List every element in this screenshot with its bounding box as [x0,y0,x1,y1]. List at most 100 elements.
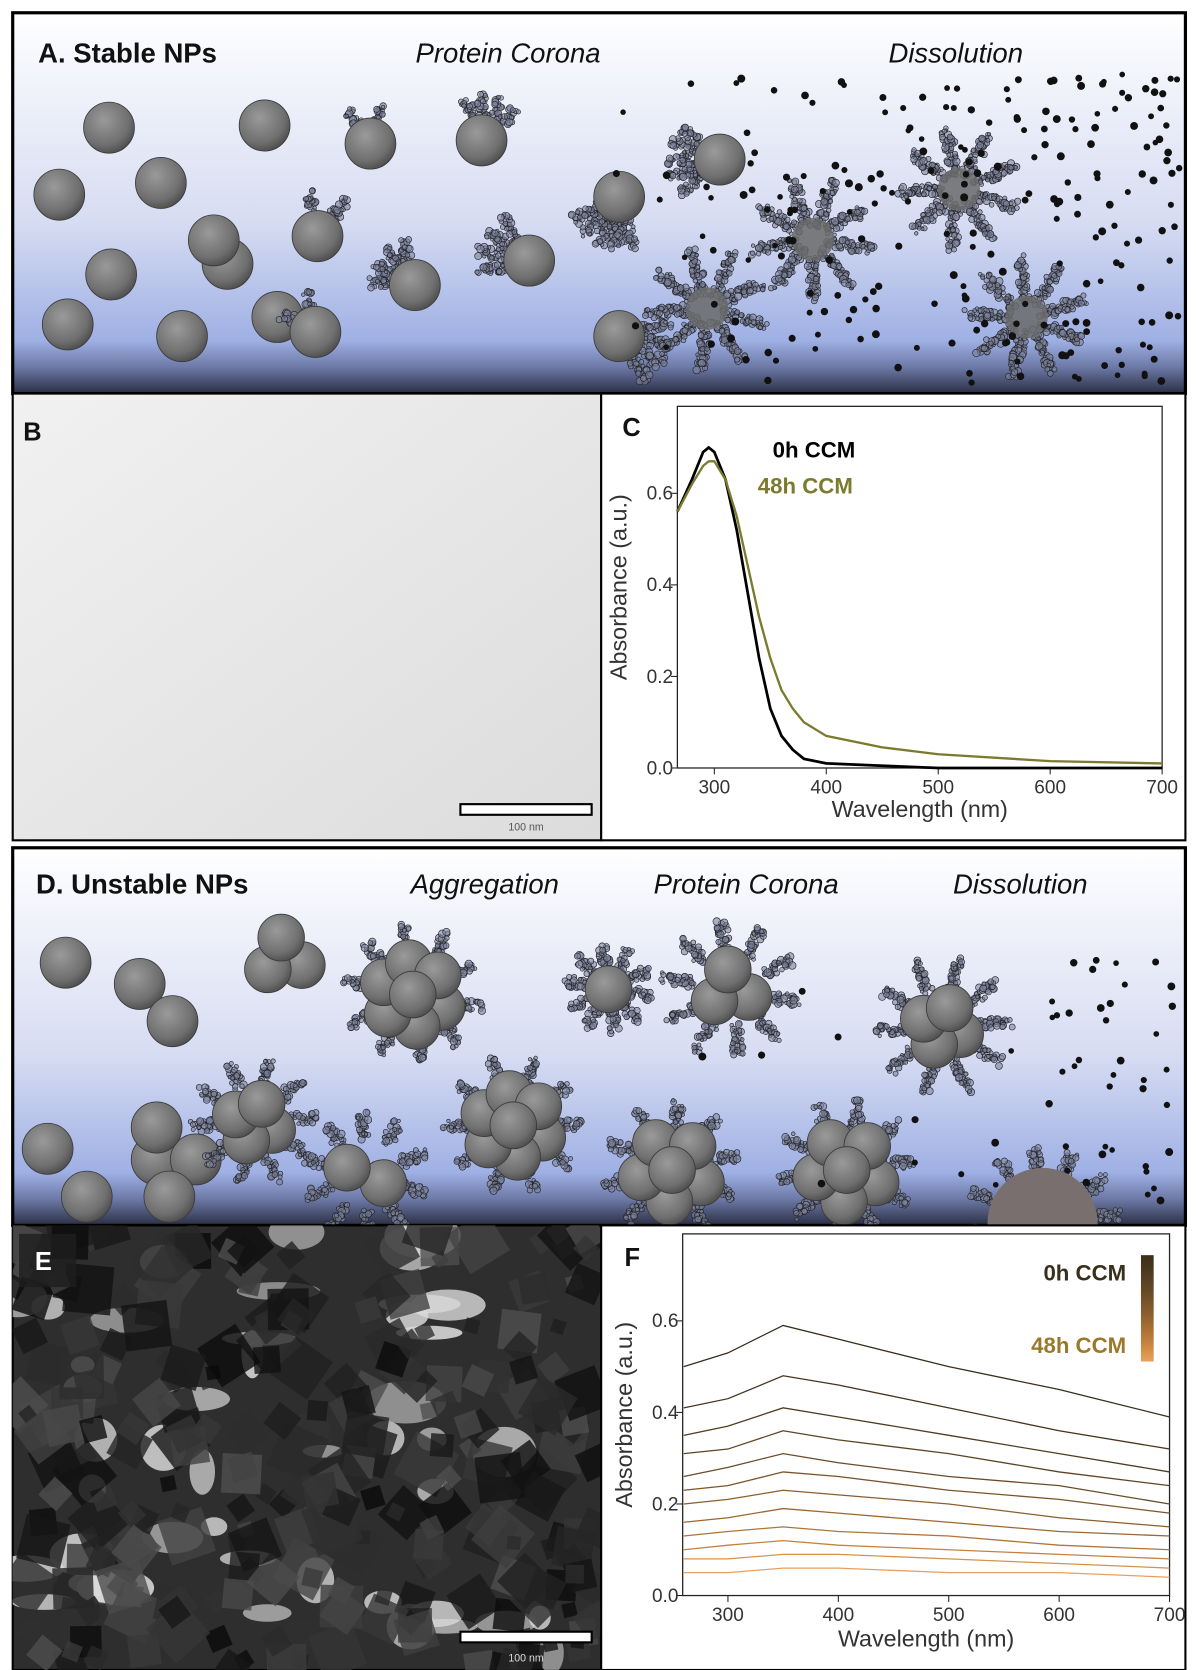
protein [833,225,839,231]
ion [1069,116,1075,122]
ion [1125,189,1131,195]
protein [477,245,485,253]
protein [600,947,606,953]
ion [986,119,992,125]
protein [969,216,975,222]
protein [378,284,383,289]
protein [454,1159,460,1165]
protein [331,1188,335,1192]
protein [734,348,741,355]
protein [308,1153,315,1160]
protein [574,220,578,224]
ion [970,244,976,250]
ion [1072,318,1079,325]
protein [304,196,309,201]
ion [960,283,966,289]
protein [576,210,580,214]
protein [368,941,373,946]
protein [824,212,829,217]
protein [647,334,653,341]
protein [698,333,704,339]
ion [688,80,695,87]
nanoparticle [34,169,85,220]
protein [299,1080,306,1087]
protein [1011,208,1015,212]
ion [1111,223,1117,229]
nanoparticle [345,118,396,169]
nanoparticle [147,996,198,1047]
dissolving-core [938,168,980,211]
ion [778,252,785,259]
protein [1059,330,1066,337]
ion [764,206,771,213]
nanoparticle [490,1102,537,1149]
nanoparticle [84,102,135,153]
protein [728,288,734,294]
protein [760,287,765,292]
protein [680,157,686,163]
ion [919,147,927,155]
protein [492,101,498,107]
protein [391,1118,397,1124]
ion [1054,201,1060,207]
nanoparticle [504,235,555,286]
protein [364,1116,372,1124]
protein [383,1137,390,1144]
protein [997,316,1001,320]
ion [1002,340,1009,347]
protein [578,215,583,220]
protein [758,325,762,329]
ion [1157,377,1165,385]
ion [1175,313,1182,320]
nanoparticle [389,971,436,1018]
ion [1021,127,1027,133]
ion [1151,88,1159,96]
protein [977,142,984,149]
ion [1168,76,1174,82]
ion [1053,115,1061,123]
ion [846,317,852,323]
protein [764,321,769,326]
protein [568,1157,572,1161]
protein [944,159,951,166]
protein [362,1217,366,1221]
ion [801,173,807,179]
stage-label: Dissolution [888,38,1023,69]
ion [1139,170,1146,177]
protein [962,307,967,312]
protein [698,359,705,366]
ion [999,268,1007,276]
protein [298,1153,301,1157]
ion [825,256,832,264]
protein [700,346,705,351]
panel-label: B [23,418,41,446]
protein [805,277,811,283]
protein [769,217,774,222]
protein [509,115,513,119]
ion [1083,328,1090,335]
nanoparticle [389,260,440,311]
ion [870,288,877,295]
protein [1015,279,1022,286]
nanoparticle [292,211,343,262]
protein [677,285,684,292]
ion [880,185,886,191]
ion [1022,197,1029,204]
ion [907,124,914,131]
protein [948,239,952,243]
protein [765,250,771,256]
protein [930,162,936,168]
protein [783,224,789,230]
ion [727,334,735,342]
ion [1087,140,1095,148]
protein [932,209,937,214]
protein [952,240,959,247]
ion [1130,122,1138,130]
protein [454,1044,458,1048]
protein [824,193,829,198]
protein [904,195,908,199]
ion [970,229,977,236]
protein [533,1061,539,1068]
protein [352,1020,357,1026]
ion [663,344,669,350]
